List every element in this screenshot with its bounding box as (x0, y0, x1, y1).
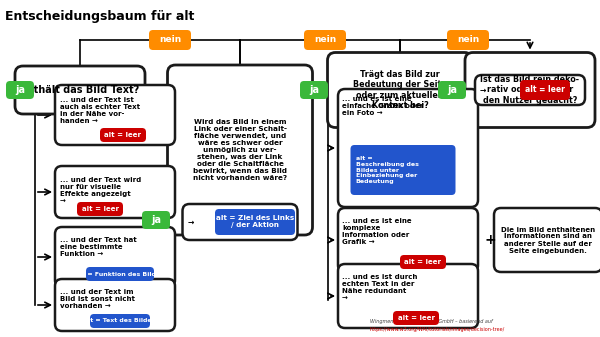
FancyBboxPatch shape (494, 208, 600, 272)
FancyBboxPatch shape (400, 255, 446, 269)
Text: Entscheidungsbaum für alt: Entscheidungsbaum für alt (5, 10, 194, 23)
FancyBboxPatch shape (520, 80, 570, 100)
Text: alt =
Beschreibung des
Bildes unter
Einbeziehung der
Bedeutung: alt = Beschreibung des Bildes unter Einb… (355, 156, 418, 184)
Text: nein: nein (159, 35, 181, 44)
Text: ja: ja (309, 85, 319, 95)
FancyBboxPatch shape (393, 311, 439, 325)
FancyBboxPatch shape (338, 89, 478, 207)
FancyBboxPatch shape (86, 267, 154, 281)
FancyBboxPatch shape (328, 53, 473, 127)
FancyBboxPatch shape (304, 30, 346, 50)
Text: ... und es ist durch
echten Text in der
Nähe redundant
→: ... und es ist durch echten Text in der … (342, 274, 418, 301)
FancyBboxPatch shape (215, 209, 295, 235)
Text: ... und der Text ist
auch als echter Text
in der Nähe vor-
handen →: ... und der Text ist auch als echter Tex… (60, 97, 140, 124)
FancyBboxPatch shape (300, 81, 328, 99)
Text: ... und der Text wird
nur für visuelle
Effekte angezeigt
→: ... und der Text wird nur für visuelle E… (60, 177, 141, 204)
Text: alt = leer: alt = leer (398, 315, 434, 321)
Text: Wingmen Online Marketing GmbH – basierend auf: Wingmen Online Marketing GmbH – basieren… (370, 319, 493, 325)
FancyBboxPatch shape (55, 85, 175, 145)
Text: nein: nein (457, 35, 479, 44)
FancyBboxPatch shape (338, 208, 478, 272)
FancyBboxPatch shape (15, 66, 145, 114)
FancyBboxPatch shape (6, 81, 34, 99)
Text: ja: ja (15, 85, 25, 95)
Text: →: → (480, 86, 487, 94)
Text: +: + (484, 233, 496, 247)
Text: https://www.w3.org/WAI/tutorials/images/decision-tree/: https://www.w3.org/WAI/tutorials/images/… (370, 328, 505, 333)
FancyBboxPatch shape (465, 53, 595, 127)
Text: ja: ja (447, 85, 457, 95)
Text: alt = Text des Bildes: alt = Text des Bildes (85, 318, 155, 324)
FancyBboxPatch shape (167, 65, 313, 235)
Text: ja: ja (151, 215, 161, 225)
Text: ... und der Text hat
eine bestimmte
Funktion →: ... und der Text hat eine bestimmte Funk… (60, 237, 137, 257)
Text: Ist das Bild rein deko-
rativ oder nicht für
den Nutzer gedacht?: Ist das Bild rein deko- rativ oder nicht… (481, 75, 580, 105)
Text: →: → (187, 217, 194, 226)
FancyBboxPatch shape (438, 81, 466, 99)
Text: alt = leer: alt = leer (525, 86, 565, 94)
Text: Enthält das Bild Text?: Enthält das Bild Text? (20, 85, 140, 95)
FancyBboxPatch shape (90, 314, 150, 328)
Text: ... und es ist eine
einfache Grafik oder
ein Foto →: ... und es ist eine einfache Grafik oder… (342, 96, 423, 116)
Text: Die im Bild enthaltenen
Informationen sind an
anderer Stelle auf der
Seite einge: Die im Bild enthaltenen Informationen si… (501, 226, 595, 253)
FancyBboxPatch shape (142, 211, 170, 229)
FancyBboxPatch shape (447, 30, 489, 50)
FancyBboxPatch shape (182, 204, 298, 240)
Text: alt = Funktion des Bildes: alt = Funktion des Bildes (76, 272, 164, 276)
FancyBboxPatch shape (77, 202, 123, 216)
FancyBboxPatch shape (55, 166, 175, 218)
FancyBboxPatch shape (55, 279, 175, 331)
Text: nein: nein (314, 35, 336, 44)
FancyBboxPatch shape (149, 30, 191, 50)
Text: alt = Ziel des Links
/ der Aktion: alt = Ziel des Links / der Aktion (216, 215, 294, 228)
Text: Trägt das Bild zur
Bedeutung der Seite
oder zum aktuellen
Kontext bei?: Trägt das Bild zur Bedeutung der Seite o… (353, 70, 447, 110)
FancyBboxPatch shape (100, 128, 146, 142)
FancyBboxPatch shape (350, 145, 455, 195)
FancyBboxPatch shape (55, 227, 175, 287)
Text: alt = leer: alt = leer (104, 132, 142, 138)
Text: Wird das Bild in einem
Link oder einer Schalt-
fläche verwendet, und
wäre es sch: Wird das Bild in einem Link oder einer S… (193, 119, 287, 181)
FancyBboxPatch shape (475, 75, 585, 105)
Text: alt = leer: alt = leer (82, 206, 119, 212)
Text: ... und es ist eine
komplexe
Information oder
Grafik →: ... und es ist eine komplexe Information… (342, 218, 412, 245)
FancyBboxPatch shape (338, 264, 478, 328)
Text: alt = leer: alt = leer (404, 259, 442, 265)
Text: ... und der Text im
Bild ist sonst nicht
vorhanden →: ... und der Text im Bild ist sonst nicht… (60, 289, 135, 309)
